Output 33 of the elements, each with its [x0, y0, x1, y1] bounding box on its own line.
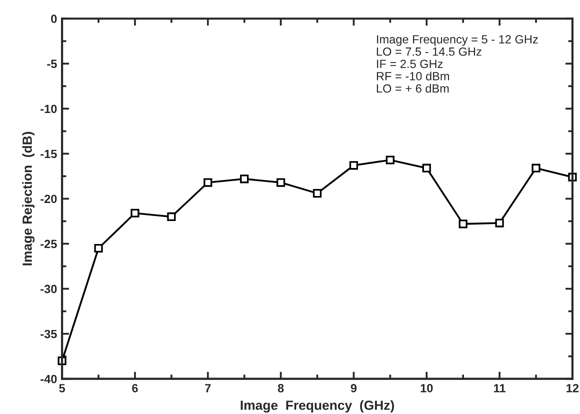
point — [276, 178, 286, 187]
x-tick-label: 10 — [420, 384, 433, 392]
point — [532, 164, 540, 172]
point — [94, 244, 103, 253]
x-tick-label: 12 — [566, 384, 579, 392]
y-tick-label: -40 — [40, 374, 57, 384]
x-tick-label: 8 — [278, 384, 284, 392]
point — [386, 156, 394, 164]
x-tick-label: 7 — [205, 384, 211, 392]
x-tick-label: 6 — [132, 384, 138, 392]
point — [458, 220, 468, 228]
point — [495, 218, 504, 228]
y-tick-label: -25 — [40, 240, 57, 248]
y-tick-label: -20 — [40, 194, 57, 204]
y-tick-label: -10 — [40, 104, 57, 114]
y-tick-label: -30 — [40, 284, 57, 294]
y-tick-label: -5 — [47, 60, 57, 68]
x-tick-label: 5 — [59, 384, 66, 392]
point — [422, 164, 431, 172]
point — [204, 178, 212, 187]
y-tick-label: -15 — [40, 150, 57, 158]
annotation: Image Frequency = 5 - 12 GHz LO = 7.5 - 14.5 GHz IF = 2.5 GHz RF = -10 dBm LO = + 6 dBm — [376, 35, 538, 93]
x-axis-title: Image Frequency (GHz) — [240, 400, 394, 413]
point — [349, 161, 358, 170]
point — [312, 189, 322, 198]
point — [130, 208, 140, 218]
y-tick-label: 0 — [51, 14, 57, 24]
x-tick-label: 9 — [350, 384, 357, 392]
y-axis-title: Image Rejection (dB) — [22, 132, 35, 266]
point — [167, 212, 176, 222]
point — [240, 174, 249, 184]
y-tick-label: -35 — [40, 330, 57, 338]
x-tick-label: 11 — [494, 384, 506, 392]
